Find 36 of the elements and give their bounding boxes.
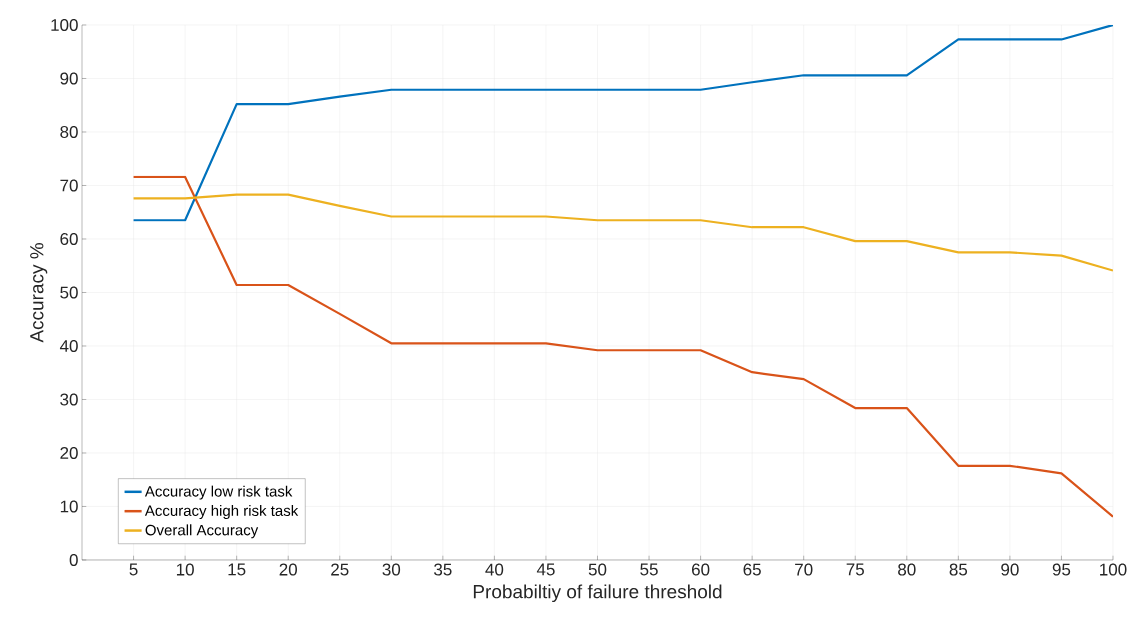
x-tick-label: 20 bbox=[279, 563, 297, 576]
y-axis-title: Accuracy % bbox=[30, 243, 48, 343]
x-tick-label: 5 bbox=[129, 563, 138, 576]
y-tick-label: 80 bbox=[60, 125, 78, 139]
y-tick-label: 90 bbox=[60, 72, 78, 85]
x-tick-label: 15 bbox=[228, 563, 246, 576]
y-tick-label: 0 bbox=[69, 553, 78, 567]
y-tick-label: 20 bbox=[60, 446, 78, 460]
y-tick-label: 40 bbox=[59, 339, 78, 353]
x-tick-label: 95 bbox=[1052, 563, 1071, 576]
y-tick-label: 10 bbox=[60, 500, 78, 513]
y-tick-label: 60 bbox=[60, 232, 78, 246]
x-tick-label: 35 bbox=[434, 563, 452, 576]
legend-label: Overall Accuracy bbox=[145, 524, 259, 539]
x-tick-label: 65 bbox=[743, 563, 761, 576]
x-tick-label: 55 bbox=[640, 563, 658, 576]
y-tick-label: 100 bbox=[51, 18, 78, 32]
x-axis-title: Probabiltiy of failure threshold bbox=[473, 584, 722, 603]
x-tick-label: 40 bbox=[485, 563, 504, 576]
x-tick-label: 70 bbox=[795, 563, 813, 576]
x-tick-label: 60 bbox=[692, 563, 710, 576]
x-tick-label: 25 bbox=[331, 563, 349, 576]
x-tick-label: 80 bbox=[898, 563, 916, 576]
x-tick-label: 75 bbox=[846, 563, 864, 576]
y-tick-label: 30 bbox=[60, 393, 78, 406]
x-tick-label: 30 bbox=[382, 563, 401, 576]
x-tick-label: 90 bbox=[1001, 563, 1019, 576]
y-tick-label: 70 bbox=[60, 179, 78, 192]
legend-label: Accuracy low risk task bbox=[144, 485, 293, 500]
y-tick-label: 50 bbox=[60, 286, 78, 299]
legend-label: Accuracy high risk task bbox=[144, 505, 299, 519]
x-tick-label: 10 bbox=[176, 563, 194, 576]
x-tick-label: 85 bbox=[949, 563, 968, 576]
x-tick-label: 45 bbox=[536, 563, 555, 576]
x-tick-label: 100 bbox=[1100, 563, 1127, 576]
x-tick-label: 50 bbox=[588, 563, 607, 576]
